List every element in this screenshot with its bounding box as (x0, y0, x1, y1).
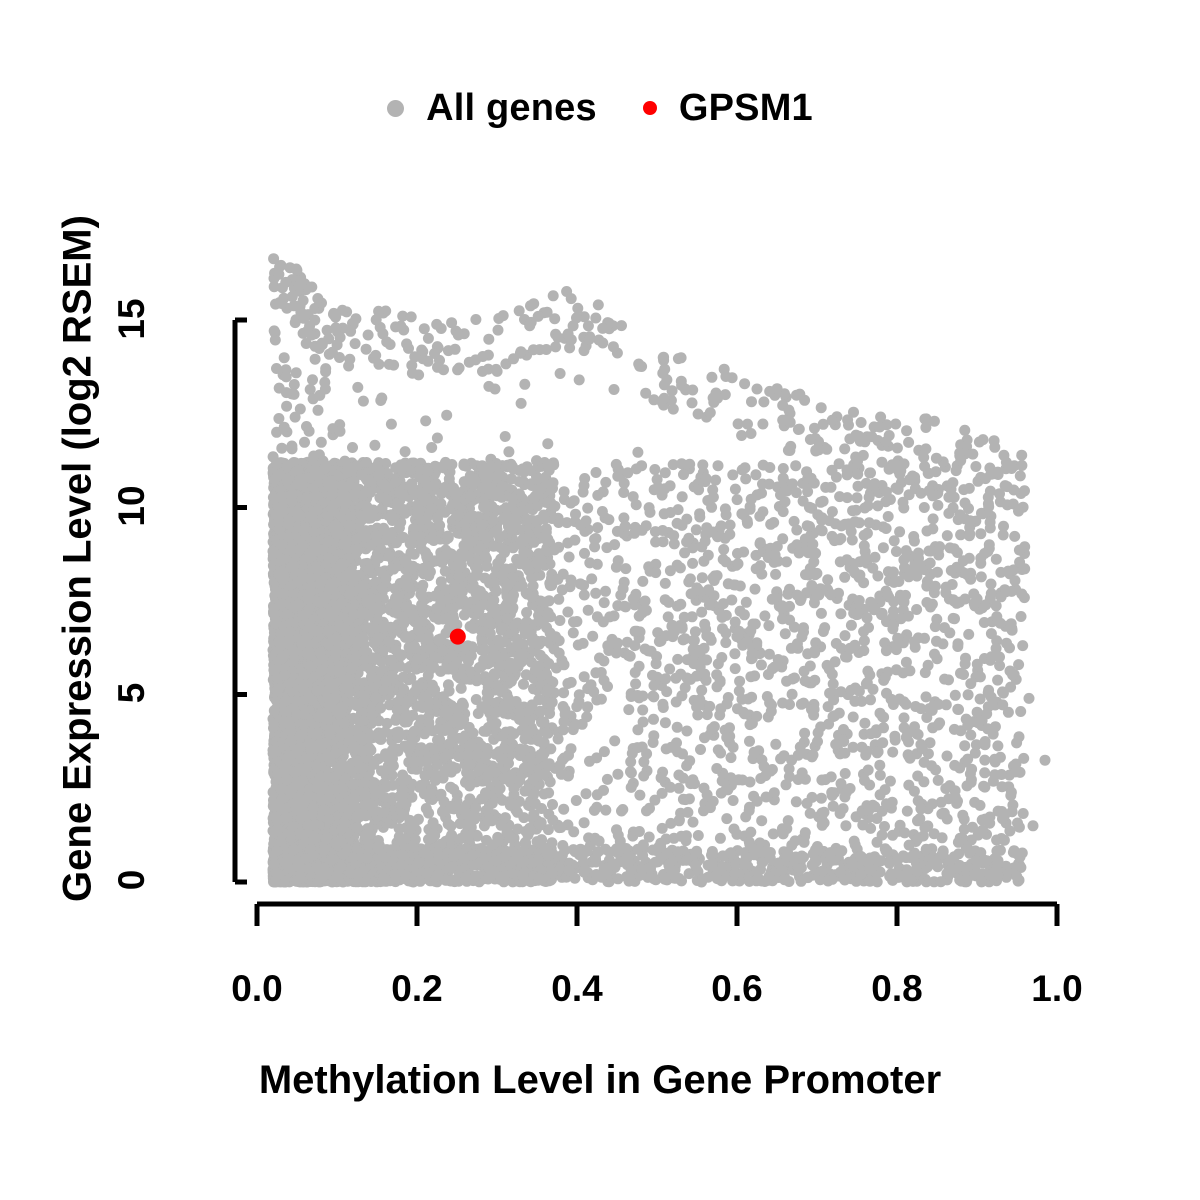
x-tick-label-3: 0.6 (711, 968, 763, 1009)
x-tick-label-0: 0.0 (231, 968, 283, 1009)
legend-item-all-genes: All genes (387, 89, 597, 127)
red-dot-icon (642, 101, 657, 115)
legend-item-gpsm1: GPSM1 (642, 87, 813, 129)
x-tick-label-1: 0.2 (391, 968, 443, 1009)
x-tick-label-2: 0.4 (551, 968, 603, 1009)
legend-label-gpsm1: GPSM1 (678, 87, 813, 129)
chart-legend: All genes GPSM1 (0, 78, 1200, 138)
x-axis-title: Methylation Level in Gene Promoter (258, 1058, 942, 1102)
data-points-layer (267, 253, 1051, 888)
x-axis-line (254, 901, 1060, 926)
grey-dot-icon (387, 99, 405, 117)
highlight-point-gpsm1 (449, 628, 466, 645)
legend-label-all-genes: All genes (426, 87, 597, 129)
x-tick-label-4: 0.8 (871, 968, 923, 1009)
x-tick-label-5: 1.0 (1031, 968, 1083, 1009)
y-axis-line (232, 317, 247, 885)
axis-lines-layer (232, 317, 1060, 926)
highlight-point-layer (449, 628, 466, 645)
